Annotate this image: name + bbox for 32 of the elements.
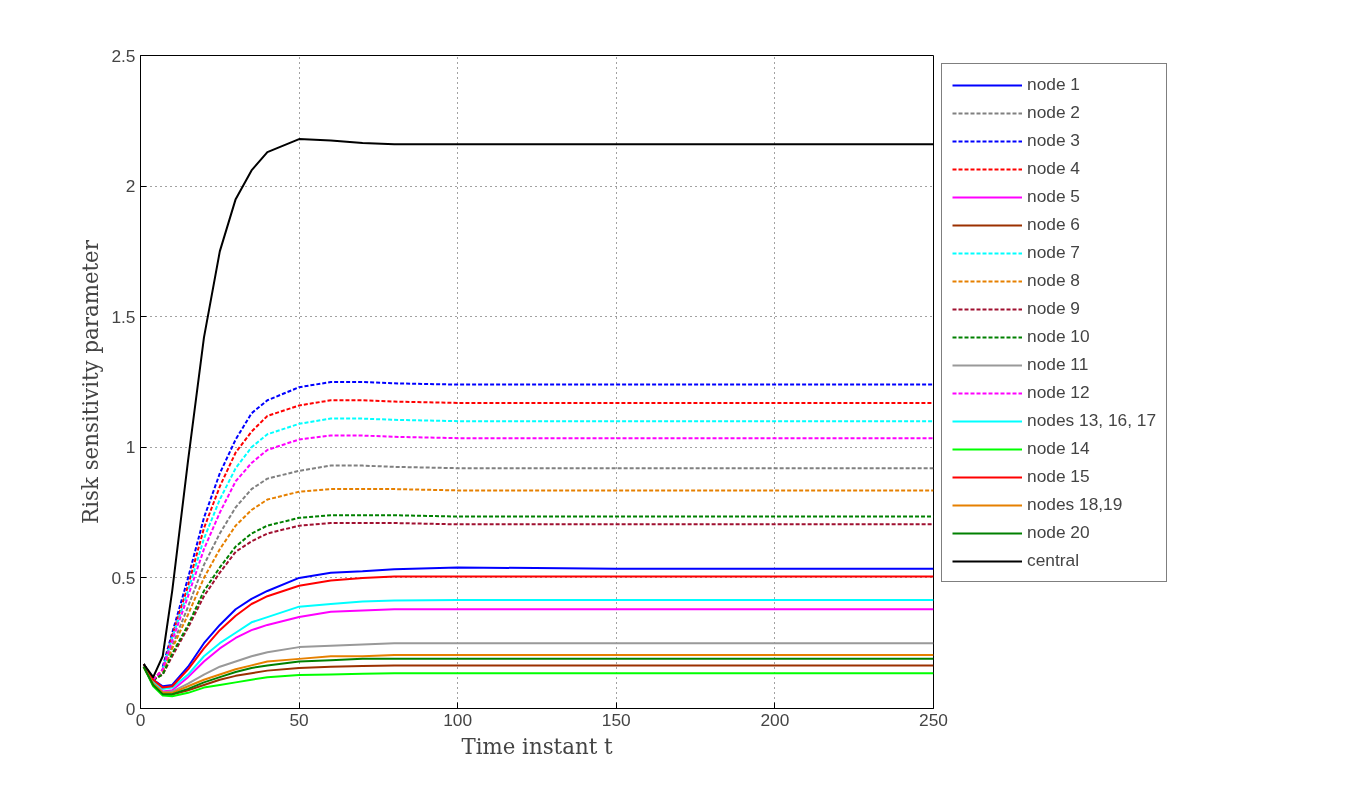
x-tick-label: 200 [760, 709, 790, 730]
y-axis-title: Risk sensitivity parameter [78, 239, 104, 524]
legend-label: node 7 [1027, 242, 1080, 263]
legend-label: central [1027, 550, 1080, 571]
legend-label: node 11 [1027, 354, 1089, 375]
y-tick-label: 2 [125, 176, 136, 197]
legend-label: nodes 13, 16, 17 [1027, 410, 1157, 431]
legend-label: node 14 [1027, 438, 1090, 459]
legend-label: node 15 [1027, 466, 1090, 487]
legend-label: node 5 [1027, 186, 1080, 207]
x-tick-label: 100 [443, 709, 473, 730]
y-tick-label: 1.5 [111, 306, 136, 327]
legend-label: node 8 [1027, 270, 1080, 291]
y-tick-label: 0.5 [111, 567, 136, 588]
x-tick-label: 150 [601, 709, 631, 730]
legend-label: nodes 18,19 [1027, 494, 1123, 515]
legend-label: node 10 [1027, 326, 1090, 347]
x-tick-label: 250 [919, 709, 948, 730]
legend-label: node 3 [1027, 130, 1080, 151]
legend-label: node 9 [1027, 298, 1080, 319]
legend-label: node 4 [1027, 158, 1080, 179]
x-tick-label: 50 [289, 709, 309, 730]
legend-label: node 12 [1027, 382, 1090, 403]
legend-label: node 20 [1027, 522, 1090, 543]
legend-label: node 1 [1027, 74, 1080, 95]
y-tick-label: 2.5 [111, 45, 136, 66]
line-series [142, 138, 934, 679]
line-series [161, 488, 934, 673]
y-tick-label: 1 [125, 437, 136, 458]
legend-label: node 2 [1027, 102, 1080, 123]
x-axis-title: Time instant t [461, 733, 613, 759]
legend-label: node 6 [1027, 214, 1080, 235]
